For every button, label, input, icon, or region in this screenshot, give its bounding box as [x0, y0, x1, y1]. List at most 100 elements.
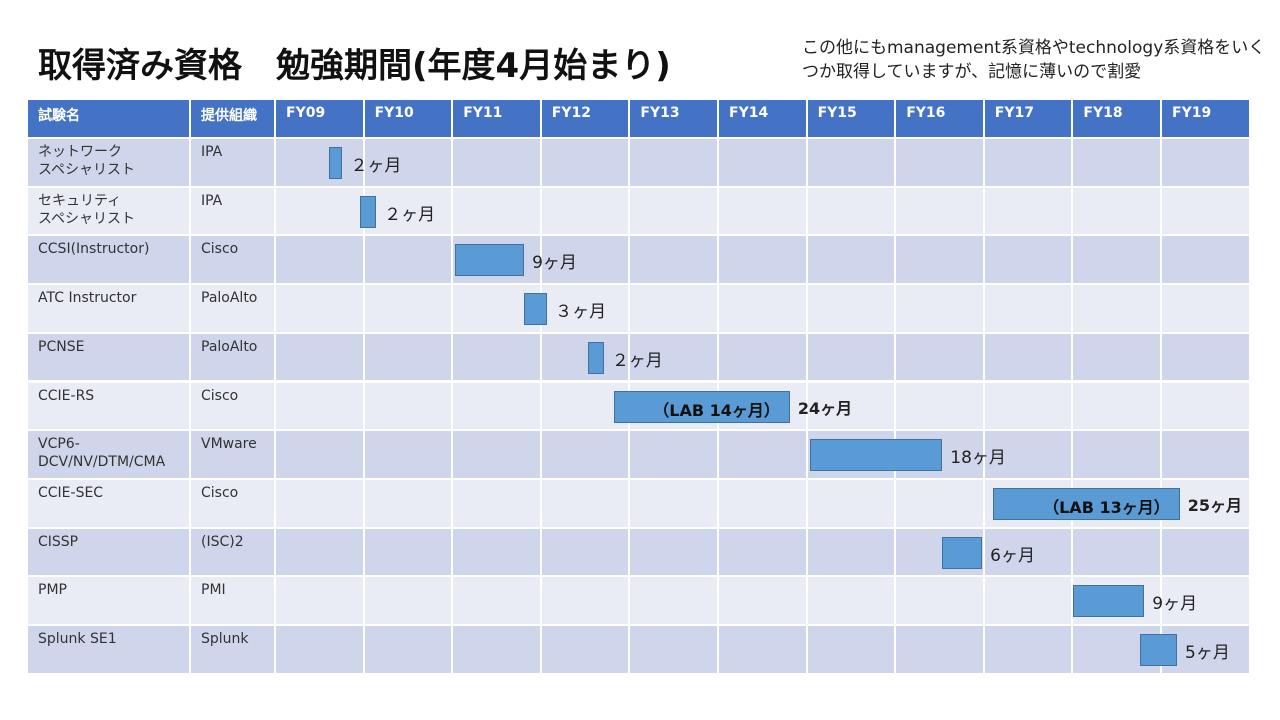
timeline-cell [1162, 236, 1251, 286]
duration-label: 18ヶ月 [950, 448, 1006, 469]
timeline-cell [719, 236, 808, 286]
timeline-cell [541, 285, 631, 334]
header-fy13: FY13 [630, 100, 719, 139]
gantt-bar [454, 244, 525, 277]
timeline-cell [630, 187, 719, 237]
timeline-cell [807, 285, 897, 334]
timeline-cell [276, 528, 365, 578]
timeline-cell [364, 626, 454, 675]
timeline-cell [630, 528, 719, 578]
timeline-cell [1162, 528, 1251, 578]
timeline-cell [630, 139, 719, 188]
page-title: 取得済み資格 勉強期間(年度4月始まり) [38, 46, 671, 86]
timeline-cell [1162, 187, 1251, 237]
gantt-bar [587, 341, 604, 374]
duration-label: 25ヶ月 [1187, 495, 1242, 515]
bar-inner-label: （LAB 13ヶ月） [1043, 497, 1170, 517]
timeline-cell [541, 139, 631, 188]
timeline-cell [896, 479, 985, 529]
gantt-bar [613, 390, 790, 423]
timeline-cell [1073, 528, 1162, 578]
timeline-cell [984, 285, 1074, 334]
row-provider: Splunk [191, 626, 276, 675]
header-fy15: FY15 [807, 100, 897, 139]
timeline-cell [984, 382, 1074, 432]
timeline-cell [630, 333, 719, 383]
timeline-cell [541, 431, 631, 480]
timeline-cell [984, 626, 1074, 675]
duration-label: ２ヶ月 [611, 350, 663, 371]
duration-label: 9ヶ月 [532, 253, 577, 274]
timeline-cell [630, 285, 719, 334]
timeline-cell [453, 577, 542, 626]
row-provider: Cisco [191, 236, 276, 286]
row-exam-name: VCP6- DCV/NV/DTM/CMA [28, 431, 191, 480]
header-fy14: FY14 [719, 100, 808, 139]
header-fy19: FY19 [1162, 100, 1251, 139]
timeline-cell [541, 236, 631, 286]
header-fy16: FY16 [896, 100, 985, 139]
header-fy17: FY17 [984, 100, 1074, 139]
timeline-cell [364, 382, 454, 432]
duration-label: 5ヶ月 [1185, 643, 1230, 663]
timeline-cell [276, 187, 365, 237]
row-provider: (ISC)2 [191, 528, 276, 578]
header-provider: 提供組織 [191, 100, 276, 139]
timeline-cell [719, 285, 808, 334]
timeline-cell [453, 333, 542, 383]
timeline-cell [453, 139, 542, 188]
timeline-cell [807, 139, 897, 188]
timeline-cell [364, 285, 454, 334]
timeline-cell [984, 577, 1074, 626]
row-exam-name: Splunk SE1 [28, 626, 191, 675]
header-fy12: FY12 [541, 100, 631, 139]
gantt-bar [942, 536, 983, 569]
timeline-cell [541, 528, 631, 578]
timeline-cell [276, 236, 365, 286]
timeline-cell [364, 236, 454, 286]
timeline-cell [1073, 333, 1162, 383]
timeline-cell [453, 187, 542, 237]
gantt-bar [524, 293, 548, 326]
header-fy10: FY10 [364, 100, 454, 139]
timeline-cell [1073, 236, 1162, 286]
timeline-cell [896, 236, 985, 286]
row-exam-name: ATC Instructor [28, 285, 191, 334]
row-exam-name: CISSP [28, 528, 191, 578]
timeline-cell [630, 479, 719, 529]
timeline-cell [1162, 333, 1251, 383]
timeline-cell [719, 187, 808, 237]
timeline-cell [719, 479, 808, 529]
timeline-cell [630, 236, 719, 286]
row-provider: IPA [191, 139, 276, 188]
duration-label: ３ヶ月 [555, 302, 607, 323]
gantt-bar [329, 147, 343, 179]
timeline-cell [1162, 285, 1251, 334]
row-exam-name: ネットワーク スペシャリスト [28, 139, 191, 188]
timeline-cell [807, 479, 897, 529]
gantt-table: 試験名 提供組織 FY09 FY10 FY11 FY12 FY13 FY14 FY15 FY16 F… [28, 100, 1251, 675]
timeline-cell [719, 626, 808, 675]
timeline-cell [541, 333, 631, 383]
duration-label: 6ヶ月 [990, 545, 1035, 566]
timeline-cell [364, 431, 454, 480]
timeline-cell [453, 479, 542, 529]
row-provider: PMI [191, 577, 276, 626]
timeline-cell [896, 333, 985, 383]
timeline-cell [719, 528, 808, 578]
side-note: この他にもmanagement系資格やtechnology系資格をいくつか取得し… [802, 38, 1266, 82]
timeline-cell [541, 626, 631, 675]
timeline-cell [1073, 285, 1162, 334]
timeline-cell [896, 382, 985, 432]
timeline-cell [807, 626, 897, 675]
timeline-cell [719, 577, 808, 626]
gantt-bar [992, 487, 1180, 520]
timeline-cell [984, 139, 1074, 188]
timeline-cell [1162, 382, 1251, 432]
timeline-cell [984, 333, 1074, 383]
timeline-cell [807, 187, 897, 237]
timeline-cell [541, 577, 631, 626]
timeline-cell [276, 285, 365, 334]
header-fy18: FY18 [1073, 100, 1162, 139]
duration-label: 9ヶ月 [1152, 594, 1198, 615]
